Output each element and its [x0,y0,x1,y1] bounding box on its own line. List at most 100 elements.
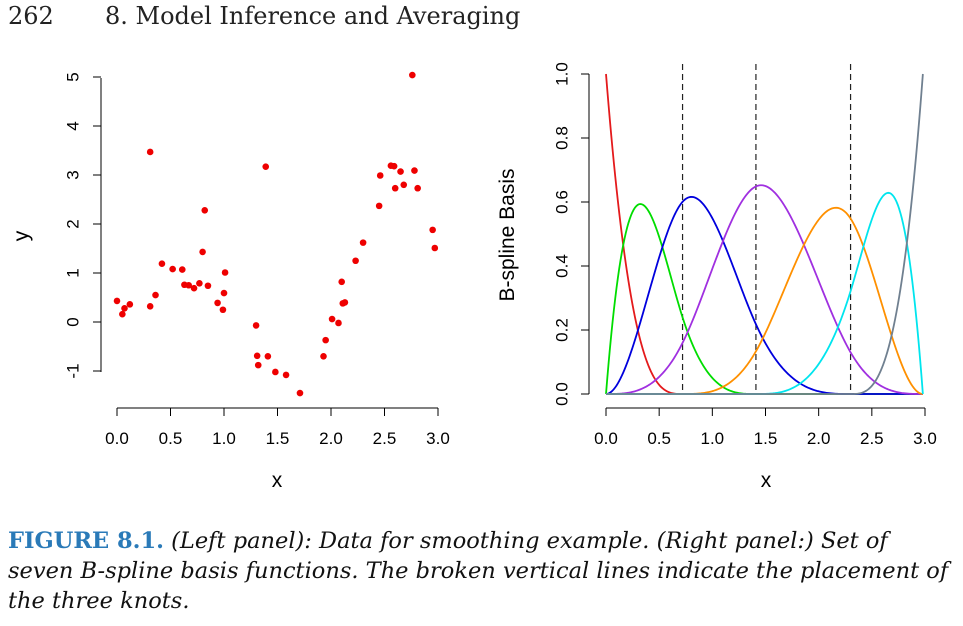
right-plot-area: 0.0 0.5 1.0 1.5 2.0 2.5 3.0 0.0 0.2 0.4 0.6 0.8 1.0… [496,62,937,492]
left-y-tick-label: 3 [63,170,82,179]
data-point [282,371,290,379]
figure-label: FIGURE 8.1. [8,528,164,554]
data-point [119,310,126,318]
left-x-tick-label: 2.0 [319,429,343,448]
left-x-tick-label: 0.5 [159,429,183,448]
left-ylabel: y [10,230,33,241]
data-point [429,226,436,234]
data-point [335,319,342,327]
right-bspline-chart: 0.0 0.5 1.0 1.5 2.0 2.5 3.0 0.0 0.2 0.4 0.6 0.8 1.0… [496,62,937,492]
basis-function-3 [605,195,923,395]
data-point [178,266,186,273]
data-point [185,281,192,289]
data-point [328,315,336,323]
right-y-tick-label: 0.0 [552,382,571,406]
basis-function-7 [606,73,924,395]
left-y-tick-label: 1 [63,268,82,277]
left-x-tick-label: 0.0 [105,429,129,448]
data-point [272,368,279,376]
data-point [221,269,229,276]
data-point [169,265,176,273]
right-xlabel: x [761,469,772,492]
right-x-tick-label: 1.5 [754,429,778,448]
left-y-tick-label: 2 [63,219,82,228]
data-point [431,244,439,252]
right-x-tick-label: 3.0 [913,429,937,448]
left-scatter-chart: 0.0 0.5 1.0 1.5 2.0 2.5 3.0 -1 0 1 2 3 4 5 x y [10,71,450,492]
data-point [322,336,329,344]
left-y-tick-label: 5 [63,72,82,81]
data-point [126,301,134,308]
data-point [341,299,349,306]
left-x-tick-label: 2.5 [373,429,397,448]
basis-function-2 [605,203,923,395]
data-point [264,353,272,360]
data-point [252,322,260,329]
data-point [199,248,206,256]
data-point [397,168,404,175]
chapter-title: 8. Model Inference and Averaging [105,2,521,30]
data-point [113,297,121,305]
data-point [376,172,384,179]
left-x-tick-label: 3.0 [426,429,450,448]
data-point [338,278,346,286]
right-basis-curves [605,73,924,395]
data-point [411,167,418,174]
left-y-tick-label: -1 [63,363,82,378]
caption-text: (Left panel): Data for smoothing example… [8,528,949,614]
data-point [220,289,228,297]
data-point [352,257,359,265]
data-point [196,279,203,287]
data-point [190,284,198,292]
data-point [121,304,128,312]
right-x-tick-label: 0.0 [594,429,618,448]
data-point [253,352,261,360]
data-point [146,148,154,156]
right-x-tick-label: 0.5 [647,429,671,448]
left-plot-area: 0.0 0.5 1.0 1.5 2.0 2.5 3.0 -1 0 1 2 3 4 5 x y [10,71,450,492]
right-y-ticks: 0.0 0.2 0.4 0.6 0.8 1.0 [552,62,589,406]
basis-function-4 [606,184,923,395]
right-knot-lines [681,64,852,394]
data-point [204,282,212,290]
basis-function-5 [606,206,923,395]
data-point [262,163,270,170]
left-y-tick-label: 4 [63,121,82,130]
right-y-tick-label: 1.0 [552,62,571,86]
basis-function-1 [605,73,923,395]
right-ylabel: B-spline Basis [496,168,519,301]
data-point [375,202,383,210]
figure-caption: FIGURE 8.1. (Left panel): Data for smoot… [8,526,953,616]
data-point [414,184,421,192]
data-point [219,306,227,314]
left-xlabel: x [272,469,283,492]
left-x-ticks: 0.0 0.5 1.0 1.5 2.0 2.5 3.0 [105,408,450,448]
data-point [214,299,221,307]
data-point [359,239,367,246]
data-point [400,181,408,189]
right-x-tick-label: 1.0 [701,429,725,448]
data-point [409,71,416,79]
left-points [113,71,439,397]
left-y-tick-label: 0 [63,317,82,326]
right-y-tick-label: 0.6 [552,190,571,214]
right-x-tick-label: 2.5 [860,429,884,448]
left-x-tick-label: 1.0 [212,429,236,448]
right-x-ticks: 0.0 0.5 1.0 1.5 2.0 2.5 3.0 [594,408,937,448]
data-point [320,353,327,360]
page-header: 262 8. Model Inference and Averaging [0,0,963,36]
left-x-tick-label: 1.5 [266,429,290,448]
right-y-tick-label: 0.2 [552,318,571,342]
left-y-ticks: -1 0 1 2 3 4 5 [63,72,101,379]
page-number: 262 [8,2,54,30]
data-point [152,291,159,299]
data-point [391,184,399,192]
data-point [390,162,398,170]
data-point [158,260,166,267]
right-y-tick-label: 0.8 [552,126,571,150]
right-x-tick-label: 2.0 [807,429,831,448]
data-point [296,389,304,397]
data-point [254,361,262,369]
right-y-tick-label: 0.4 [552,254,571,278]
data-point [146,303,154,310]
